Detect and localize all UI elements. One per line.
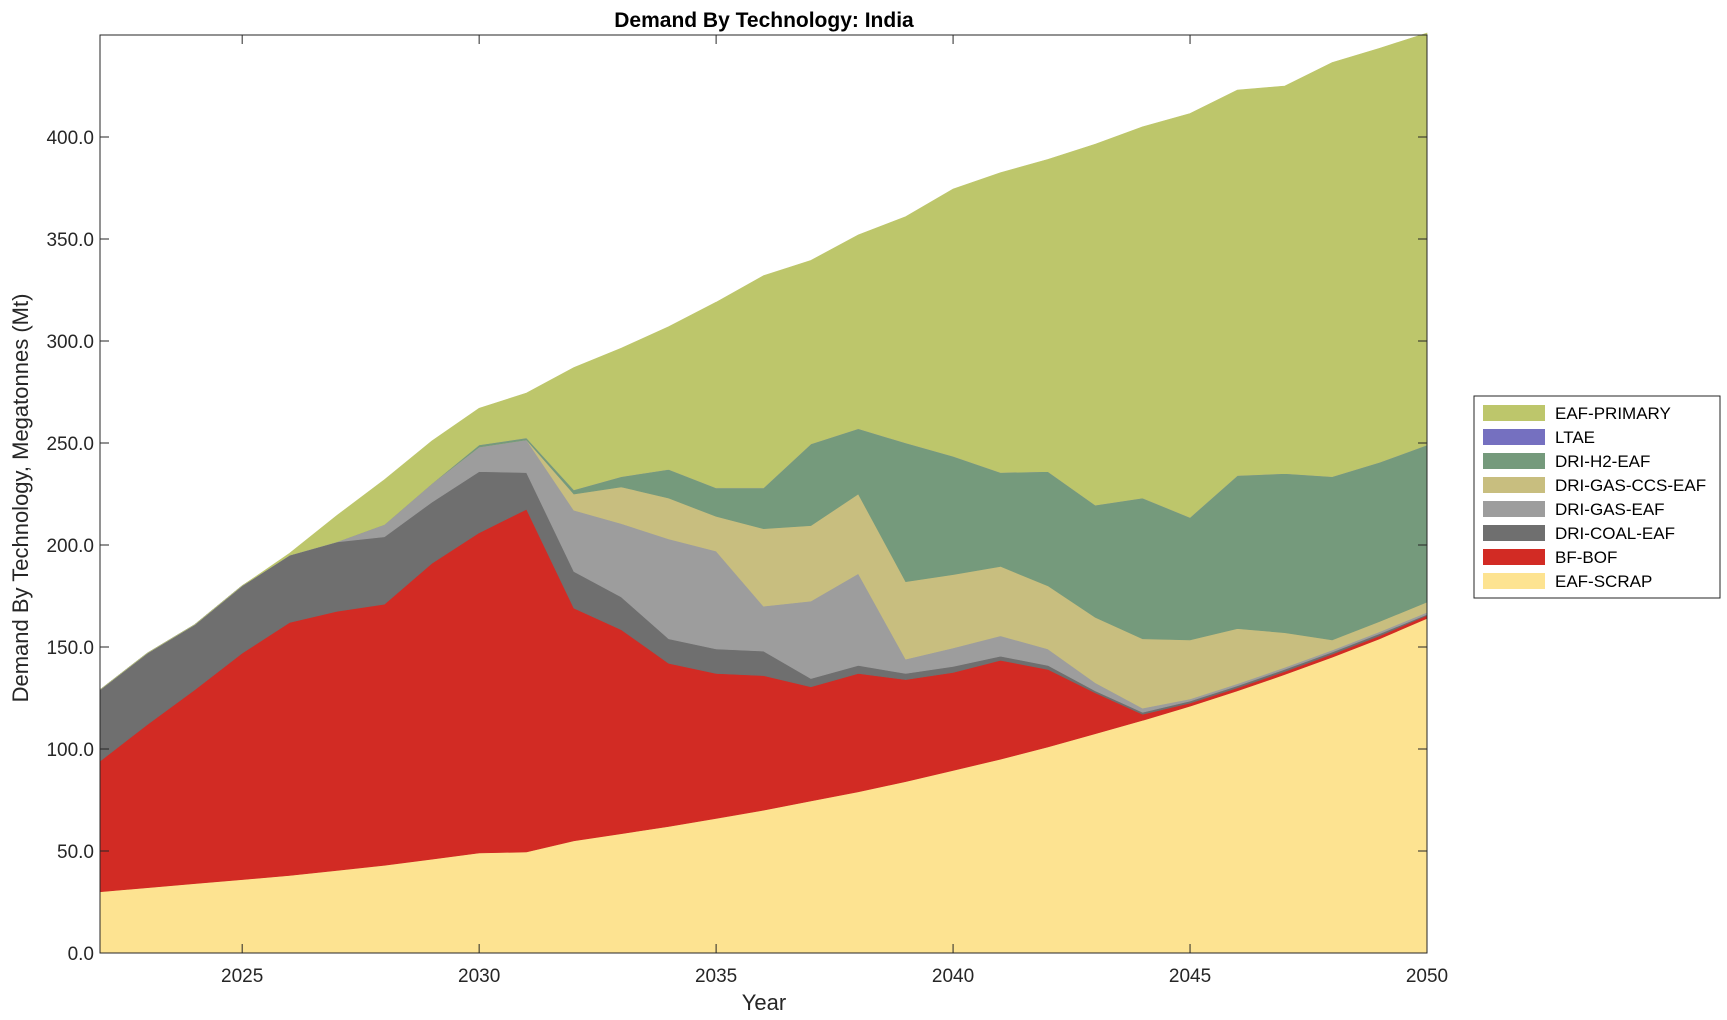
x-tick-label: 2045: [1169, 966, 1211, 987]
legend-box: [1473, 395, 1721, 599]
y-tick-label: 50.0: [57, 842, 94, 863]
x-axis-label: Year: [742, 990, 786, 1015]
legend-label: DRI-GAS-CCS-EAF: [1555, 476, 1706, 495]
plot-box: [99, 34, 1428, 954]
legend-label: LTAE: [1555, 428, 1595, 447]
y-tick-label: 0.0: [68, 944, 94, 965]
legend-swatch: [1483, 477, 1545, 493]
x-tick-label: 2050: [1406, 966, 1448, 987]
legend-label: DRI-COAL-EAF: [1555, 524, 1675, 543]
y-tick-label: 350.0: [46, 230, 94, 251]
legend: EAF-PRIMARY LTAE DRI-H2-EAF DRI-GAS-CCS-EAF…: [1473, 395, 1721, 599]
legend-label: EAF-PRIMARY: [1555, 404, 1671, 423]
y-tick-label: 150.0: [46, 638, 94, 659]
legend-swatch: [1483, 573, 1545, 589]
legend-label: DRI-H2-EAF: [1555, 452, 1650, 471]
y-axis-label: Demand By Technology, Megatonnes (Mt): [8, 294, 33, 703]
legend-label: BF-BOF: [1555, 548, 1617, 567]
axis-ticks: 2025 2030 2035 2040 2045 2050 0.0 50.0 100.0 150.…: [46, 35, 1448, 987]
y-tick-label: 250.0: [46, 434, 94, 455]
y-tick-label: 200.0: [46, 536, 94, 557]
chart-title: Demand By Technology: India: [614, 9, 914, 32]
stacked-areas: [99, 32, 1428, 954]
y-tick-label: 400.0: [46, 128, 94, 149]
x-tick-label: 2040: [932, 966, 974, 987]
x-tick-label: 2025: [221, 966, 263, 987]
legend-label: EAF-SCRAP: [1555, 572, 1652, 591]
legend-swatch: [1483, 429, 1545, 445]
y-tick-label: 300.0: [46, 332, 94, 353]
legend-swatch: [1483, 453, 1545, 469]
x-tick-label: 2035: [695, 966, 737, 987]
plot-frame: [99, 34, 1428, 954]
y-tick-label: 100.0: [46, 740, 94, 761]
legend-swatch: [1483, 501, 1545, 517]
legend-label: DRI-GAS-EAF: [1555, 500, 1665, 519]
legend-swatch: [1483, 549, 1545, 565]
legend-swatch: [1483, 405, 1545, 421]
legend-swatch: [1483, 525, 1545, 541]
x-tick-label: 2030: [458, 966, 500, 987]
